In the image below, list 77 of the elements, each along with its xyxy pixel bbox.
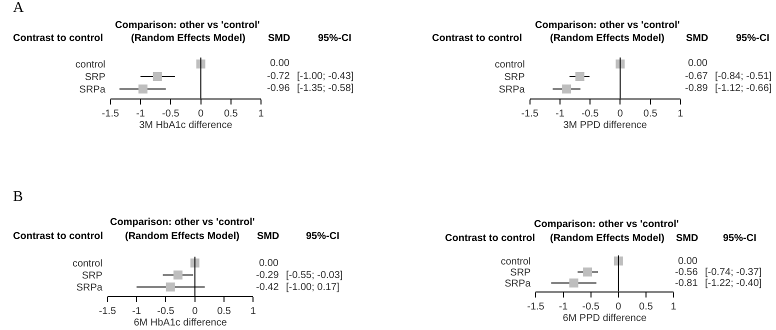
y-tick-label: SRP <box>504 72 526 83</box>
y-tick-label: SRPa <box>76 282 103 294</box>
chart-title: Comparison: other vs 'control' (Random Effects Model) <box>110 217 255 242</box>
y-tick-label: SRP <box>84 72 106 83</box>
data-label: -0.96 <box>267 83 290 94</box>
x-tick-label: 0.5 <box>224 108 238 120</box>
x-tick-label: 1 <box>678 108 684 120</box>
text: A <box>13 0 24 16</box>
x-tick-label: -1 <box>132 306 142 317</box>
x-tick-label: 0 <box>616 301 622 312</box>
x-tick-label: 0 <box>198 108 204 120</box>
x-tick-label: -1.5 <box>521 108 539 120</box>
text: [-0.84; -0.51] <box>715 71 772 82</box>
y-axis-title: Contrast to control <box>432 33 522 44</box>
text: [-1.00; 0.17] <box>286 282 340 293</box>
text: B <box>13 189 24 205</box>
data-label: 0.00 <box>688 58 708 69</box>
text: [-0.55; -0.03] <box>286 270 343 281</box>
x-tick-label: -1.5 <box>98 306 117 317</box>
data-label: -0.56 <box>675 267 698 278</box>
x-tick-label: -0.5 <box>581 108 600 120</box>
x-tick-label: 0 <box>192 306 198 317</box>
chart-title: Comparison: other vs 'control' (Random Effects Model) <box>115 20 260 44</box>
text: [-1.22; -0.40] <box>705 278 762 289</box>
x-tick-label: -0.5 <box>582 301 600 312</box>
text: SMD <box>257 231 280 242</box>
data-label: -0.29 <box>256 270 280 281</box>
x-axis-title: 3M PPD difference <box>563 120 648 131</box>
x-tick-label: -1.5 <box>527 301 545 312</box>
text: 95%-CI <box>723 233 757 244</box>
data-label: 0.00 <box>678 256 698 267</box>
y-tick-label: SRPa <box>498 84 526 96</box>
x-axis-title: 3M HbA1c difference <box>139 120 233 131</box>
data-label: 0.00 <box>259 258 279 269</box>
x-tick-label: 1 <box>670 301 677 312</box>
text: SMD <box>676 233 698 244</box>
x-tick-label: -1 <box>555 108 565 120</box>
text: [-1.35; -0.58] <box>297 83 354 94</box>
x-tick-label: -0.5 <box>157 306 175 317</box>
text: SMD <box>268 33 290 44</box>
x-tick-label: 0.5 <box>643 108 658 120</box>
text: [-0.74; -0.37] <box>705 267 762 278</box>
x-tick-label: 0.5 <box>217 306 232 317</box>
chart-title: Comparison: other vs 'control' (Random Effects Model) <box>535 20 680 44</box>
y-tick-label: SRP <box>510 268 532 278</box>
data-label: -0.72 <box>267 71 290 82</box>
y-tick-label: control <box>494 60 525 70</box>
x-axis-title: 6M HbA1c difference <box>134 318 228 328</box>
y-tick-label: control <box>75 60 106 70</box>
x-tick-label: 1 <box>250 306 256 317</box>
data-label: -0.42 <box>256 282 280 293</box>
x-tick-label: -1 <box>136 108 146 120</box>
y-tick-label: control <box>72 258 102 270</box>
data-label: -0.81 <box>675 278 698 289</box>
data-label: -0.89 <box>685 83 708 94</box>
data-label: -0.67 <box>685 71 708 82</box>
x-tick-label: -1.5 <box>102 108 120 120</box>
y-tick-label: SRPa <box>79 84 106 96</box>
text: [-1.00; -0.43] <box>297 71 354 82</box>
x-tick-label: -1 <box>558 301 568 312</box>
y-axis-title: Contrast to control <box>13 231 104 242</box>
y-axis-title: Contrast to control <box>13 33 104 44</box>
x-tick-label: -0.5 <box>162 108 180 120</box>
text: SMD <box>686 33 708 44</box>
y-axis-title: Contrast to control <box>445 233 536 244</box>
y-tick-label: SRP <box>82 270 103 282</box>
data-label: 0.00 <box>270 58 290 69</box>
text: 95%-CI <box>306 231 340 242</box>
text: [-1.12; -0.66] <box>715 83 772 94</box>
text: 95%-CI <box>318 33 352 44</box>
x-tick-label: 0.5 <box>639 301 654 312</box>
x-tick-label: 0 <box>617 108 624 120</box>
y-tick-label: SRPa <box>504 278 532 290</box>
text: 95%-CI <box>736 33 770 44</box>
x-axis-title: 6M PPD difference <box>562 312 647 324</box>
x-tick-label: 1 <box>258 108 264 120</box>
y-tick-label: control <box>500 256 531 268</box>
